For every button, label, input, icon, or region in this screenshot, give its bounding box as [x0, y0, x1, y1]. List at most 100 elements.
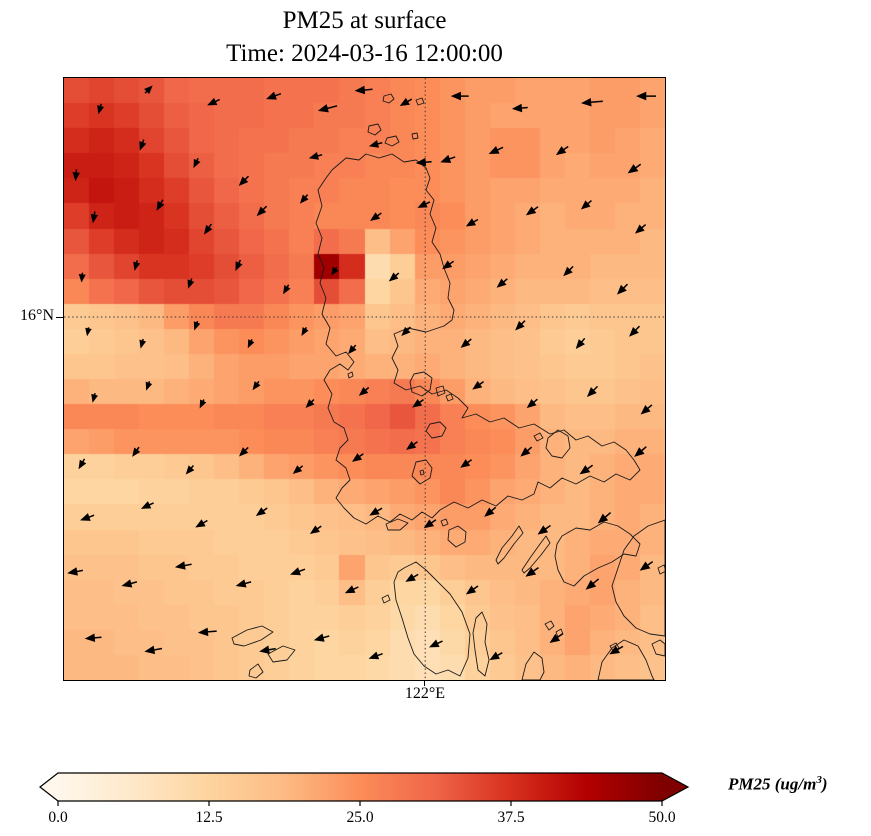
- wind-arrow: [520, 446, 533, 457]
- coastline: [411, 459, 433, 485]
- wind-arrow: [299, 194, 309, 204]
- coastline: [657, 564, 665, 575]
- wind-arrow: [133, 260, 141, 271]
- coastline: [419, 469, 425, 476]
- wind-arrow: [331, 266, 339, 276]
- quiver-layer: [67, 85, 656, 661]
- wind-arrow: [354, 85, 373, 95]
- coastline: [521, 651, 545, 680]
- wind-arrow: [187, 278, 195, 289]
- wind-arrow: [428, 639, 443, 648]
- coastline: [384, 135, 400, 147]
- wind-arrow: [368, 140, 383, 148]
- wind-arrow: [90, 211, 99, 224]
- wind-arrow: [80, 513, 95, 521]
- wind-arrow: [417, 200, 431, 208]
- map-plot-area: [63, 77, 666, 681]
- wind-arrow: [256, 205, 268, 217]
- wind-arrow: [415, 157, 432, 167]
- wind-arrow: [460, 459, 473, 468]
- coastlines-layer: [231, 93, 665, 680]
- chart-title-block: PM25 at surface Time: 2024-03-16 12:00:0…: [64, 4, 665, 70]
- wind-arrow: [580, 98, 603, 107]
- wind-arrow: [97, 103, 105, 115]
- coastline: [409, 371, 433, 397]
- y-axis-tick-mark: [56, 317, 64, 319]
- colorbar-tick-label: 12.5: [195, 809, 222, 826]
- x-axis-tick-mark: [424, 680, 426, 686]
- wind-arrow: [174, 561, 192, 570]
- wind-arrow: [488, 145, 504, 155]
- wind-arrow: [203, 223, 213, 235]
- wind-arrow: [526, 398, 538, 409]
- wind-arrow: [537, 524, 551, 535]
- coastline: [385, 518, 409, 531]
- wind-arrow: [580, 200, 592, 210]
- coastline: [545, 429, 571, 459]
- colorbar-tick-label: 0.0: [48, 809, 68, 826]
- wind-arrow: [91, 393, 98, 403]
- coastline: [521, 535, 551, 574]
- wind-arrow: [144, 85, 153, 95]
- wind-arrow: [440, 154, 456, 163]
- wind-arrow: [185, 465, 195, 475]
- coastline: [347, 371, 354, 379]
- coastline: [611, 519, 665, 637]
- wind-arrow: [235, 259, 243, 271]
- x-axis-tick-label: 122°E: [404, 685, 446, 702]
- colorbar-title-prefix: PM25 (ug/m: [728, 774, 817, 794]
- colorbar-tick-label: 25.0: [346, 809, 373, 826]
- coastline: [393, 561, 471, 677]
- wind-arrow: [460, 338, 472, 348]
- coastline: [651, 639, 665, 657]
- coastline: [381, 594, 391, 604]
- wind-arrow: [195, 519, 208, 528]
- wind-arrow: [597, 512, 612, 524]
- wind-arrow: [370, 212, 382, 222]
- wind-arrow: [609, 645, 624, 655]
- wind-arrow: [252, 380, 261, 391]
- wind-arrow: [563, 265, 574, 277]
- coastline: [231, 625, 274, 647]
- coastline: [447, 525, 467, 548]
- wind-arrow: [309, 525, 322, 534]
- wind-arrow: [235, 579, 252, 588]
- wind-arrow: [305, 398, 315, 408]
- wind-arrow: [450, 91, 469, 101]
- wind-arrow: [405, 573, 419, 582]
- y-axis-tick-label: 16°N: [20, 307, 54, 324]
- coastline: [533, 432, 544, 442]
- heatmap-canvas: [64, 78, 665, 680]
- coastline: [267, 645, 296, 663]
- colorbar-gradient-bar: [39, 772, 690, 802]
- wind-arrow: [139, 338, 147, 349]
- wind-arrow: [412, 398, 424, 408]
- wind-arrow: [139, 139, 147, 151]
- wind-arrow: [301, 327, 309, 337]
- coastline: [472, 611, 490, 677]
- wind-arrow: [308, 152, 323, 160]
- wind-arrow: [489, 651, 503, 661]
- coastline: [597, 639, 655, 680]
- wind-arrow: [313, 633, 330, 642]
- map-overlay: [64, 78, 665, 680]
- wind-arrow: [616, 283, 629, 295]
- coastline: [415, 97, 425, 106]
- wind-arrow: [193, 157, 201, 169]
- wind-arrow: [636, 91, 656, 101]
- wind-arrow: [406, 441, 418, 450]
- chart-title: PM25 at surface: [282, 7, 447, 34]
- chart-subtitle: Time: 2024-03-16 12:00:00: [226, 40, 503, 67]
- wind-arrow: [579, 464, 594, 475]
- wind-arrow: [144, 645, 163, 655]
- coastline: [544, 620, 555, 631]
- wind-arrow: [496, 278, 508, 288]
- coastline: [435, 385, 446, 397]
- wind-arrow: [423, 519, 437, 529]
- wind-arrow: [634, 224, 647, 234]
- coastline: [555, 628, 564, 638]
- wind-arrow: [358, 386, 370, 396]
- wind-arrow: [549, 633, 564, 644]
- wind-arrow: [239, 446, 249, 457]
- wind-arrow: [197, 627, 217, 637]
